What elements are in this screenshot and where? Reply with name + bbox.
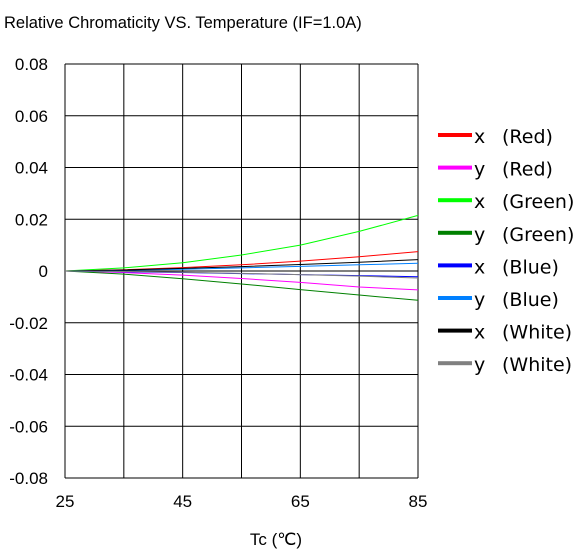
y-tick-label: -0.06 (9, 417, 48, 436)
legend-axis-label: x (474, 322, 485, 344)
series-line-4 (64, 270, 419, 301)
legend-axis-label: x (474, 191, 485, 213)
legend-item: y (Red) (438, 159, 553, 181)
x-axis-label: Tc (℃) (250, 530, 302, 549)
legend-item: x (Blue) (438, 256, 559, 278)
legend-axis-label: y (474, 224, 485, 246)
series-layer (64, 214, 419, 301)
y-tick-label: -0.08 (9, 469, 48, 488)
legend-series-label: (Green) (502, 191, 574, 213)
series-line-7 (64, 259, 419, 272)
legend-axis-label: y (474, 354, 485, 376)
legend-swatch (438, 165, 472, 170)
grid-layer (64, 63, 419, 479)
legend-series-label: (Red) (502, 126, 553, 148)
legend-swatch (438, 328, 472, 333)
legend-swatch (438, 133, 472, 137)
y-tick-label: -0.04 (9, 366, 48, 385)
y-tick-label: 0.06 (15, 107, 48, 126)
y-tick-label: -0.02 (9, 314, 48, 333)
y-tick-label: 0.02 (15, 210, 48, 229)
x-tick-label: 25 (56, 492, 75, 511)
legend-item: y (Green) (438, 224, 574, 246)
x-tick-label: 65 (291, 492, 310, 511)
legend-swatch (438, 361, 472, 366)
legend-item: x (White) (438, 322, 572, 344)
legend-series-label: (Red) (502, 159, 553, 181)
legend-axis-label: y (474, 159, 485, 181)
x-tick-label: 85 (409, 492, 428, 511)
legend-item: y (White) (438, 354, 572, 376)
legend-series-label: (White) (502, 354, 572, 376)
y-tick-label: 0.08 (15, 55, 48, 74)
y-tick-label: 0 (39, 262, 48, 281)
legend-series-label: (Blue) (502, 256, 559, 278)
legend-swatch (438, 263, 472, 268)
legend-item: x (Green) (438, 191, 574, 213)
legend-series-label: (Green) (502, 224, 574, 246)
legend-swatch (438, 230, 472, 235)
legend-item: x (Red) (438, 126, 553, 148)
series-line-3 (64, 214, 419, 272)
legend-swatch (438, 198, 472, 203)
tick-labels: 0.08 0.06 0.04 0.02 0 -0.02 -0.04 -0.06 -0.08 25 4… (9, 55, 427, 511)
legend-series-label: (Blue) (502, 289, 559, 311)
legend: x (Red) y (Red) x (Green) y (Green) x (Blue) y (Blu… (438, 126, 574, 376)
legend-item: y (Blue) (438, 289, 559, 311)
legend-axis-label: x (474, 126, 485, 148)
series-line-2 (64, 270, 419, 291)
legend-series-label: (White) (502, 322, 572, 344)
legend-axis-label: x (474, 256, 485, 278)
chart-title: Relative Chromaticity VS. Temperature (I… (4, 14, 362, 32)
legend-swatch (438, 296, 472, 300)
x-tick-label: 45 (173, 492, 192, 511)
y-tick-label: 0.04 (15, 159, 48, 178)
series-line-8 (64, 270, 419, 279)
legend-axis-label: y (474, 289, 485, 311)
